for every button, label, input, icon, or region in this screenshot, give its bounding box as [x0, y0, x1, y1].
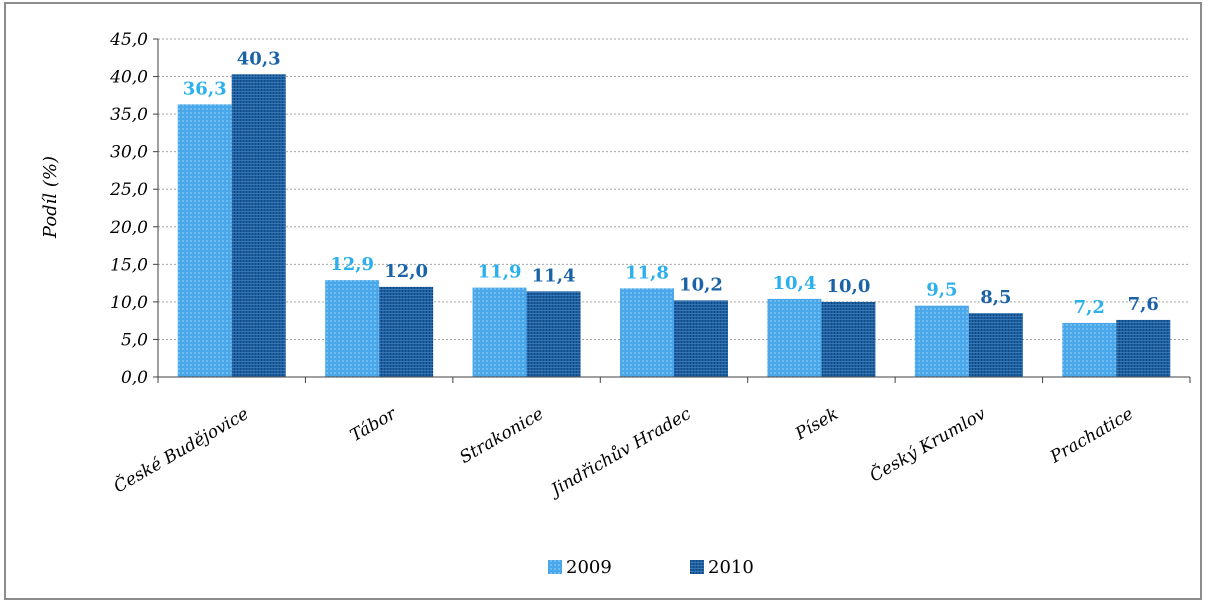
category-label: Tábor	[347, 404, 401, 446]
bar-2010	[231, 74, 286, 378]
bar-2010	[968, 313, 1023, 377]
data-label-2009: 9,5	[926, 280, 957, 301]
legend-swatch-2010	[690, 560, 704, 574]
y-tick-label: 45,0	[109, 30, 148, 50]
bar-2009	[767, 298, 822, 377]
category-label: Strakonice	[456, 404, 547, 468]
data-label-2009: 11,9	[478, 262, 522, 283]
data-label-2010: 8,5	[980, 287, 1011, 308]
data-label-2010: 40,3	[237, 48, 281, 69]
category-label: Prachatice	[1046, 404, 1137, 468]
category-label: Jindřichův Hradec	[545, 404, 695, 502]
data-label-2009: 11,8	[625, 262, 669, 283]
bar-2009	[1062, 322, 1117, 377]
category-label: České Budějovice	[110, 403, 252, 497]
category-label: Český Krumlov	[866, 403, 990, 487]
axes: 0,0 5,0 10,0 15,0 20,0 25,0 30,0 35,0 40,0 45,0	[109, 30, 1191, 388]
legend: 2009 2010	[548, 557, 754, 578]
bar-chart: 0,0 5,0 10,0 15,0 20,0 25,0 30,0 35,0 40,0 45,0 3…	[40, 30, 1191, 578]
data-label-2009: 36,3	[183, 78, 227, 99]
y-tick-label: 40,0	[109, 68, 148, 88]
data-label-2010: 10,2	[679, 274, 723, 295]
data-label-2010: 7,6	[1128, 294, 1159, 315]
data-label-2010: 12,0	[384, 261, 428, 282]
y-axis-title: Podíl (%)	[40, 156, 61, 239]
bar-2009	[472, 287, 527, 377]
data-label-2009: 10,4	[773, 273, 817, 294]
y-tick-label: 35,0	[110, 105, 148, 125]
bar-2010	[1116, 319, 1171, 377]
data-label-2009: 12,9	[330, 254, 374, 275]
chart-frame: 0,0 5,0 10,0 15,0 20,0 25,0 30,0 35,0 40,0 45,0 3…	[4, 2, 1202, 600]
y-tick-label: 0,0	[121, 368, 148, 388]
bar-2010	[526, 291, 581, 377]
data-label-2010: 10,0	[827, 276, 871, 297]
data-label-2010: 11,4	[532, 265, 576, 286]
y-tick-label: 15,0	[110, 255, 148, 275]
legend-label-2009: 2009	[566, 557, 612, 578]
bar-2009	[914, 305, 969, 377]
category-label: Písek	[791, 404, 842, 445]
legend-label-2010: 2010	[708, 557, 754, 578]
y-tick-label: 10,0	[110, 293, 148, 313]
bar-2009	[177, 104, 232, 377]
y-tick-label: 20,0	[109, 218, 148, 238]
bar-2010	[674, 300, 728, 377]
y-tick-label: 25,0	[109, 180, 148, 200]
y-tick-label: 5,0	[121, 330, 148, 350]
data-label-2009: 7,2	[1074, 297, 1105, 318]
bar-2010	[821, 301, 876, 377]
legend-swatch-2009	[548, 560, 562, 574]
bar-2010	[379, 286, 434, 377]
bar-2009	[620, 288, 674, 377]
y-tick-label: 30,0	[110, 143, 148, 163]
bar-2009	[325, 280, 380, 377]
bars	[177, 74, 1171, 378]
